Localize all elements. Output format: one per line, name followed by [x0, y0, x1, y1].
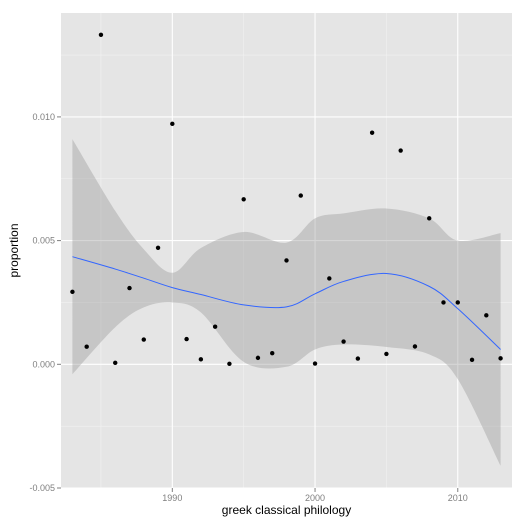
data-point: [184, 336, 189, 342]
data-point: [155, 245, 161, 250]
data-point: [441, 300, 446, 305]
data-point: [98, 32, 104, 37]
data-point: [469, 357, 475, 363]
y-tick-label: 0.005: [32, 236, 55, 246]
x-tick-label: 2010: [448, 493, 468, 503]
y-axis-ticks: -0.005 0.000 0.005 0.010: [29, 112, 61, 493]
plot-panel: [61, 13, 512, 488]
y-tick-label: 0.010: [32, 112, 55, 122]
data-points: [70, 32, 503, 367]
data-point: [341, 339, 346, 344]
data-point: [498, 356, 503, 361]
x-tick-label: 2000: [305, 493, 325, 503]
data-point: [170, 121, 175, 127]
data-point: [412, 344, 418, 349]
data-point: [241, 197, 246, 202]
data-point: [455, 300, 460, 305]
data-point: [270, 350, 275, 356]
data-point: [141, 337, 146, 342]
y-axis-title: proportion: [7, 223, 21, 277]
major-grid: [61, 13, 512, 489]
data-point: [312, 361, 318, 366]
data-point: [484, 313, 489, 318]
data-point: [327, 276, 332, 281]
minor-grid: [61, 13, 512, 488]
data-point: [369, 130, 375, 135]
data-point: [355, 356, 361, 361]
x-axis-title: greek classical philology: [222, 503, 351, 517]
data-point: [70, 289, 75, 295]
data-point: [284, 258, 289, 263]
data-point: [427, 216, 432, 221]
x-axis-ticks: 1990 2000 2010: [162, 488, 468, 503]
smooth-trend-line: [72, 256, 501, 350]
data-point: [298, 193, 303, 198]
data-point: [255, 355, 261, 361]
data-point: [113, 360, 118, 366]
data-point: [384, 351, 389, 357]
y-tick-label: -0.005: [29, 483, 55, 493]
data-point: [212, 324, 218, 329]
x-tick-label: 1990: [162, 493, 182, 503]
data-point: [227, 361, 232, 367]
data-point: [198, 357, 204, 362]
confidence-ribbon: [72, 139, 501, 466]
data-point: [84, 344, 89, 349]
data-point: [398, 148, 403, 153]
y-tick-label: 0.000: [32, 359, 55, 369]
data-point: [127, 285, 132, 291]
